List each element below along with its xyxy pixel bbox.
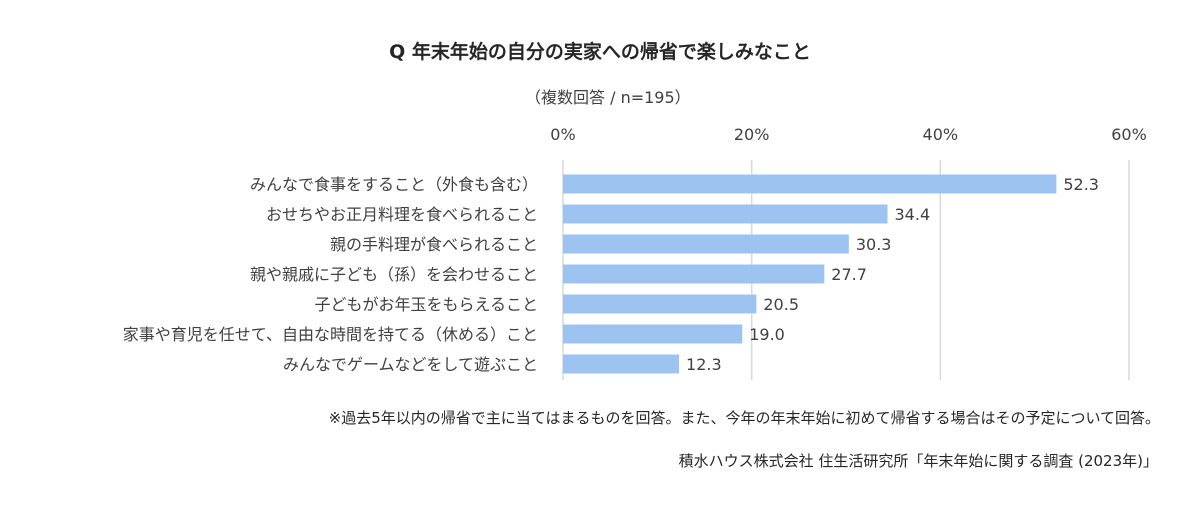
bar — [563, 174, 1057, 194]
footnote: ※過去5年以内の帰省で主に当てはまるものを回答。また、今年の年末年始に初めて帰省… — [328, 409, 1160, 427]
x-tick-label: 0% — [550, 125, 575, 144]
bar — [563, 264, 825, 284]
chart-subtitle: （複数回答 / n=195） — [525, 88, 691, 107]
data-label: 34.4 — [895, 205, 931, 224]
data-label: 12.3 — [686, 355, 722, 374]
bar — [563, 324, 743, 344]
bar — [563, 234, 849, 254]
category-label: 親や親戚に子ども（孫）を会わせること — [250, 265, 538, 284]
bar — [563, 354, 680, 374]
bar — [563, 294, 757, 314]
x-tick-label: 40% — [923, 125, 959, 144]
data-label: 52.3 — [1063, 175, 1099, 194]
category-label: 親の手料理が食べられること — [330, 235, 538, 254]
data-label: 30.3 — [856, 235, 892, 254]
chart-title: Q 年末年始の自分の実家への帰省で楽しみなこと — [389, 41, 811, 63]
bar — [563, 204, 888, 224]
x-tick-label: 20% — [734, 125, 770, 144]
category-label: 子どもがお年玉をもらえること — [314, 295, 538, 314]
category-label: みんなで食事をすること（外食も含む） — [250, 175, 538, 194]
data-label: 19.0 — [749, 325, 785, 344]
source-credit: 積水ハウス株式会社 住生活研究所「年末年始に関する調査 (2023年)」 — [678, 452, 1158, 470]
category-label: 家事や育児を任せて、自由な時間を持てる（休める）こと — [123, 325, 538, 344]
x-tick-label: 60% — [1111, 125, 1147, 144]
data-label: 20.5 — [763, 295, 799, 314]
data-label: 27.7 — [831, 265, 867, 284]
category-label: みんなでゲームなどをして遊ぶこと — [283, 355, 538, 374]
bar-chart: 0% 20% 40% 60% みんなで食事をすること（外食も含む） 52.3 おせちやお正月… — [123, 125, 1147, 380]
category-label: おせちやお正月料理を食べられること — [266, 205, 538, 224]
